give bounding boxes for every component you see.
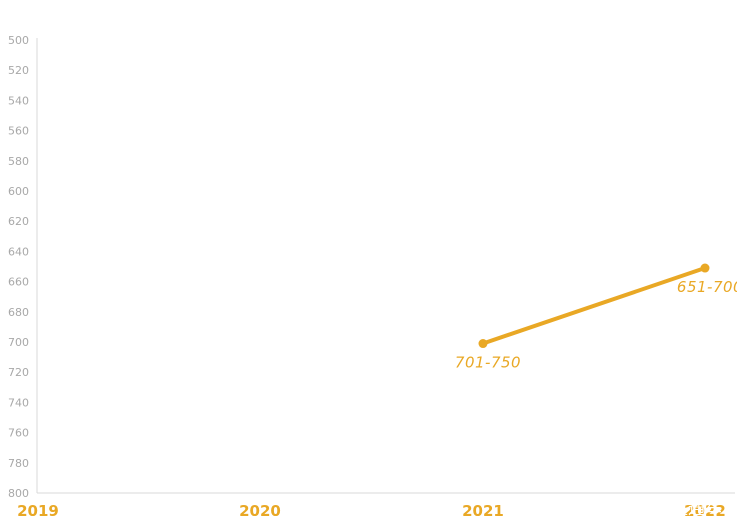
data-point [700,263,710,273]
x-tick-label: 2019 [17,502,59,520]
y-tick-label: 520 [8,64,29,77]
x-tick-label: 2021 [462,502,504,520]
x-tick-label: 2022 [684,502,726,520]
y-tick-label: 620 [8,215,29,228]
y-tick-label: 680 [8,306,29,319]
y-tick-label: 760 [8,427,29,440]
y-tick-label: 500 [8,34,29,47]
x-axis-ticks: 2019 2020 2021 2022 [17,502,726,520]
data-point [478,339,488,349]
y-tick-label: 740 [8,396,29,409]
y-tick-label: 780 [8,457,29,470]
y-tick-label: 800 [8,487,29,500]
y-tick-label: 560 [8,125,29,138]
data-labels: 701-750 651-700 [455,278,737,372]
y-tick-label: 720 [8,366,29,379]
y-tick-label: 540 [8,94,29,107]
watermark: 头条 @Alevel留学直通车 [529,499,722,519]
y-tick-label: 640 [8,245,29,258]
y-tick-label: 700 [8,336,29,349]
y-axis-ticks: 500 520 540 560 580 600 620 640 660 680 700 720 740 7… [8,34,29,500]
data-label: 701-750 [455,354,521,372]
watermark-text: 头条 @Alevel留学直通车 [529,499,722,519]
series-line [481,266,707,346]
y-tick-label: 600 [8,185,29,198]
y-tick-label: 580 [8,155,29,168]
y-tick-label: 660 [8,276,29,289]
data-label: 651-700 [677,278,737,296]
series-layer [478,263,710,349]
x-tick-label: 2020 [239,502,281,520]
